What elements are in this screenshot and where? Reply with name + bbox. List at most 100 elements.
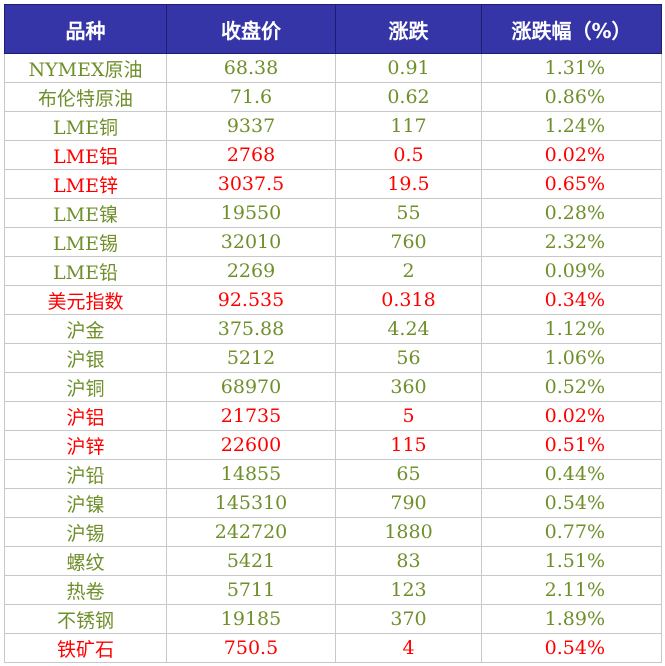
cell-variety: 沪锡	[4, 517, 167, 547]
table-row: 布伦特原油 71.6 0.62 0.86%	[4, 82, 662, 112]
cell-close-price: 242720	[166, 517, 336, 547]
cell-change: 115	[335, 430, 482, 460]
cell-change-pct: 0.34%	[481, 285, 662, 315]
cell-variety: 不锈钢	[4, 604, 167, 634]
cell-variety: 沪镍	[4, 488, 167, 518]
cell-change-pct: 0.09%	[481, 256, 662, 286]
table-header: 品种 收盘价 涨跌 涨跌幅（%）	[4, 4, 662, 54]
market-table-container: 品种 收盘价 涨跌 涨跌幅（%） NYMEX原油 68.38 0.91 1.31% 布伦…	[4, 4, 662, 663]
cell-variety: 铁矿石	[4, 633, 167, 663]
cell-change: 1880	[335, 517, 482, 547]
cell-close-price: 2269	[166, 256, 336, 286]
cell-change: 0.62	[335, 82, 482, 112]
market-quotes-table: 品种 收盘价 涨跌 涨跌幅（%） NYMEX原油 68.38 0.91 1.31% 布伦…	[4, 4, 662, 663]
cell-variety: LME锌	[4, 169, 167, 199]
table-row: 螺纹 5421 83 1.51%	[4, 546, 662, 576]
cell-change-pct: 0.28%	[481, 198, 662, 228]
table-row: 沪镍 145310 790 0.54%	[4, 488, 662, 518]
cell-change: 4	[335, 633, 482, 663]
cell-close-price: 5711	[166, 575, 336, 605]
cell-change-pct: 1.89%	[481, 604, 662, 634]
cell-variety: LME镍	[4, 198, 167, 228]
cell-change: 760	[335, 227, 482, 257]
cell-change-pct: 0.44%	[481, 459, 662, 489]
cell-change: 0.318	[335, 285, 482, 315]
cell-change-pct: 0.77%	[481, 517, 662, 547]
cell-change: 19.5	[335, 169, 482, 199]
cell-change: 790	[335, 488, 482, 518]
table-row: 沪铝 21735 5 0.02%	[4, 401, 662, 431]
cell-change: 4.24	[335, 314, 482, 344]
cell-close-price: 19550	[166, 198, 336, 228]
cell-change: 83	[335, 546, 482, 576]
cell-change: 117	[335, 111, 482, 141]
table-row: 铁矿石 750.5 4 0.54%	[4, 633, 662, 663]
cell-close-price: 3037.5	[166, 169, 336, 199]
table-row: LME铜 9337 117 1.24%	[4, 111, 662, 141]
cell-close-price: 21735	[166, 401, 336, 431]
table-row: LME锌 3037.5 19.5 0.65%	[4, 169, 662, 199]
cell-change: 370	[335, 604, 482, 634]
table-row: LME镍 19550 55 0.28%	[4, 198, 662, 228]
cell-variety: 沪铅	[4, 459, 167, 489]
cell-variety: 美元指数	[4, 285, 167, 315]
cell-change-pct: 1.51%	[481, 546, 662, 576]
table-row: 不锈钢 19185 370 1.89%	[4, 604, 662, 634]
cell-variety: LME铜	[4, 111, 167, 141]
cell-change-pct: 1.31%	[481, 53, 662, 83]
cell-change: 55	[335, 198, 482, 228]
cell-change-pct: 0.86%	[481, 82, 662, 112]
cell-close-price: 145310	[166, 488, 336, 518]
cell-change: 56	[335, 343, 482, 373]
cell-change-pct: 0.02%	[481, 401, 662, 431]
cell-change: 123	[335, 575, 482, 605]
table-row: LME锡 32010 760 2.32%	[4, 227, 662, 257]
cell-change: 65	[335, 459, 482, 489]
cell-close-price: 375.88	[166, 314, 336, 344]
cell-close-price: 71.6	[166, 82, 336, 112]
table-row: 美元指数 92.535 0.318 0.34%	[4, 285, 662, 315]
cell-close-price: 5212	[166, 343, 336, 373]
cell-change: 5	[335, 401, 482, 431]
cell-change: 2	[335, 256, 482, 286]
table-body: NYMEX原油 68.38 0.91 1.31% 布伦特原油 71.6 0.62 0.86% L…	[4, 53, 662, 663]
cell-close-price: 2768	[166, 140, 336, 170]
cell-close-price: 92.535	[166, 285, 336, 315]
cell-change: 0.91	[335, 53, 482, 83]
table-row: NYMEX原油 68.38 0.91 1.31%	[4, 53, 662, 83]
cell-change-pct: 2.32%	[481, 227, 662, 257]
cell-close-price: 19185	[166, 604, 336, 634]
header-change-pct: 涨跌幅（%）	[481, 4, 662, 54]
table-row: 热卷 5711 123 2.11%	[4, 575, 662, 605]
cell-variety: 沪锌	[4, 430, 167, 460]
cell-change-pct: 0.65%	[481, 169, 662, 199]
cell-variety: NYMEX原油	[4, 53, 167, 83]
table-row: 沪金 375.88 4.24 1.12%	[4, 314, 662, 344]
table-row: LME铅 2269 2 0.09%	[4, 256, 662, 286]
table-row: 沪锌 22600 115 0.51%	[4, 430, 662, 460]
cell-change: 360	[335, 372, 482, 402]
cell-close-price: 68.38	[166, 53, 336, 83]
cell-change-pct: 0.52%	[481, 372, 662, 402]
cell-change: 0.5	[335, 140, 482, 170]
cell-close-price: 750.5	[166, 633, 336, 663]
header-close-price: 收盘价	[166, 4, 336, 54]
table-row: 沪银 5212 56 1.06%	[4, 343, 662, 373]
cell-close-price: 9337	[166, 111, 336, 141]
cell-variety: 沪铝	[4, 401, 167, 431]
cell-change-pct: 0.54%	[481, 488, 662, 518]
cell-close-price: 22600	[166, 430, 336, 460]
cell-variety: 沪银	[4, 343, 167, 373]
cell-close-price: 14855	[166, 459, 336, 489]
cell-close-price: 5421	[166, 546, 336, 576]
cell-variety: 热卷	[4, 575, 167, 605]
cell-variety: 布伦特原油	[4, 82, 167, 112]
cell-variety: LME锡	[4, 227, 167, 257]
cell-change-pct: 0.02%	[481, 140, 662, 170]
cell-close-price: 68970	[166, 372, 336, 402]
cell-close-price: 32010	[166, 227, 336, 257]
cell-variety: LME铝	[4, 140, 167, 170]
header-change: 涨跌	[335, 4, 482, 54]
cell-change-pct: 1.06%	[481, 343, 662, 373]
header-row: 品种 收盘价 涨跌 涨跌幅（%）	[4, 4, 662, 54]
